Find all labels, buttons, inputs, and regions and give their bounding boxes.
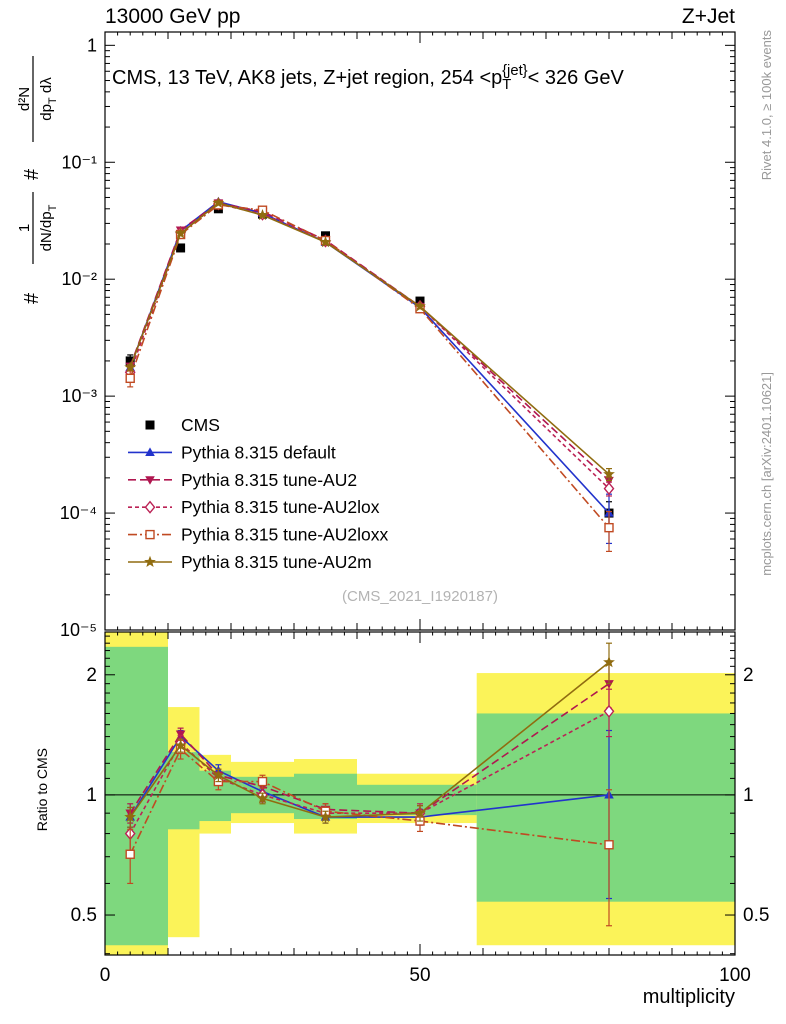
svg-text:50: 50 (409, 965, 430, 986)
svg-text:CMS: CMS (181, 415, 220, 435)
main-series-pythia-8-315-tune-au2m (124, 196, 615, 482)
svg-text:10⁻³: 10⁻³ (61, 386, 97, 406)
svg-text:Pythia 8.315 tune-AU2lox: Pythia 8.315 tune-AU2lox (181, 497, 380, 517)
panel-title: CMS, 13 TeV, AK8 jets, Z+jet region, 254… (112, 63, 624, 93)
svg-text:1: 1 (87, 35, 97, 55)
ratio-series-pythia-8-315-tune-au2m (124, 642, 615, 828)
legend-entry-pythia-8-315-tune-au2m: Pythia 8.315 tune-AU2m (128, 552, 372, 572)
svg-text:Pythia 8.315 tune-AU2loxx: Pythia 8.315 tune-AU2loxx (181, 525, 388, 545)
legend-entry-pythia-8-315-tune-au2lox: Pythia 8.315 tune-AU2lox (128, 497, 380, 517)
svg-text:0.5: 0.5 (743, 905, 769, 926)
ratio-y-axis-label: Ratio to CMS (34, 748, 50, 832)
svg-text:dN/dpT: dN/dpT (38, 204, 59, 251)
svg-text:2: 2 (743, 665, 754, 686)
svg-text:Pythia 8.315 tune-AU2: Pythia 8.315 tune-AU2 (181, 470, 357, 490)
legend-entry-pythia-8-315-tune-au2loxx: Pythia 8.315 tune-AU2loxx (128, 525, 388, 545)
svg-text:100: 100 (719, 965, 751, 986)
svg-text:dpT dλ: dpT dλ (38, 77, 59, 121)
main-y-axis-label: #1 dN/dpT # d²N dpT dλ (16, 56, 59, 304)
legend-entry-cms: CMS (145, 415, 220, 435)
svg-text:0.5: 0.5 (71, 905, 97, 926)
header-process-label: Z+Jet (681, 5, 735, 28)
svg-text:2: 2 (86, 665, 97, 686)
svg-text:Pythia 8.315 default: Pythia 8.315 default (181, 442, 336, 462)
svg-text:1: 1 (16, 224, 33, 232)
svg-text:#: # (21, 168, 43, 180)
rivet-version-text: Rivet 4.1.0, ≥ 100k events (759, 30, 774, 181)
legend: CMS Pythia 8.315 default Pythia 8.315 tune… (128, 415, 388, 572)
svg-text:1: 1 (743, 785, 754, 806)
svg-text:CMS, 13 TeV, AK8 jets, Z+jet r: CMS, 13 TeV, AK8 jets, Z+jet region, 254… (112, 63, 624, 93)
legend-entry-pythia-8-315-tune-au2: Pythia 8.315 tune-AU2 (128, 470, 357, 490)
svg-text:1: 1 (86, 785, 97, 806)
svg-text:#: # (21, 292, 43, 304)
svg-text:Pythia 8.315 tune-AU2m: Pythia 8.315 tune-AU2m (181, 552, 372, 572)
svg-text:10⁻¹: 10⁻¹ (61, 152, 97, 172)
header-beam-energy: 13000 GeV pp (105, 5, 241, 28)
mcplots-reference-text: mcplots.cern.ch [arXiv:2401.10621] (759, 372, 774, 576)
axes-and-ticks: 1 10⁻¹ 10⁻² 10⁻³ 10⁻⁴ 10⁻⁵ 2 2 1 1 0.5 0.5 0 50 100 (60, 31, 769, 986)
x-axis-label: multiplicity (642, 986, 735, 1008)
svg-text:10⁻⁴: 10⁻⁴ (60, 503, 97, 523)
analysis-id-watermark: (CMS_2021_I1920187) (342, 588, 498, 605)
svg-text:10⁻²: 10⁻² (61, 269, 97, 289)
legend-entry-pythia-8-315-default: Pythia 8.315 default (128, 442, 336, 462)
svg-text:0: 0 (100, 965, 111, 986)
svg-text:10⁻⁵: 10⁻⁵ (60, 620, 97, 640)
svg-text:d²N: d²N (16, 87, 33, 111)
main-series-pythia-8-315-default (125, 196, 614, 545)
